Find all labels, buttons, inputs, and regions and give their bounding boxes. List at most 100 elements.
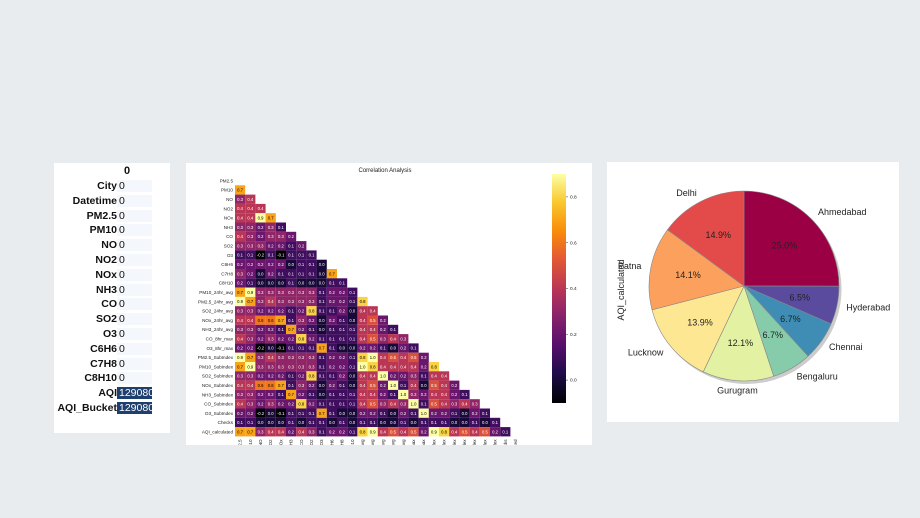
heatmap-cell-label: 0.2 [309, 336, 315, 341]
pie-pct-label: 25.0% [772, 241, 798, 251]
row-value: 0 [117, 224, 152, 237]
heatmap-cell [479, 408, 490, 418]
heatmap-cell-label: 0.3 [298, 383, 304, 388]
heatmap-cell-label: 0.1 [329, 281, 335, 286]
heatmap-y-tick-label: C8H10 [219, 281, 234, 286]
heatmap-cell-label: 0.1 [309, 327, 315, 332]
heatmap-cell-label: 0.0 [451, 420, 457, 425]
heatmap-cell-label: 0.5 [370, 318, 376, 323]
heatmap-cell-label: 0.1 [288, 271, 294, 276]
row-label: Datetime [72, 194, 117, 207]
heatmap-cell [245, 324, 256, 335]
heatmap-cell [296, 389, 307, 400]
heatmap-cell-label: 0.2 [441, 411, 447, 416]
heatmap-cell [357, 408, 368, 418]
heatmap-cell [245, 371, 256, 381]
heatmap-cell [255, 417, 266, 428]
heatmap-cell [296, 278, 307, 288]
heatmap-cell-label: 0.4 [441, 383, 447, 388]
heatmap-cell-label: 0.4 [237, 215, 243, 220]
heatmap-cell [408, 371, 419, 381]
heatmap-cell [337, 278, 348, 288]
heatmap-cell-label: 0.7 [288, 392, 294, 397]
pie-ylabel: AQI_calculated [616, 259, 626, 320]
heatmap-cell-label: 0.3 [268, 290, 274, 295]
heatmap-cell [235, 269, 246, 279]
heatmap-cell-label: 0.4 [370, 392, 376, 397]
heatmap-cell [255, 408, 266, 418]
heatmap-cell-label: 0.1 [278, 392, 284, 397]
heatmap-cell-label: 0.0 [380, 420, 386, 425]
heatmap-cell-label: 0.3 [288, 364, 294, 369]
heatmap-cell [275, 241, 286, 251]
heatmap-cell [357, 306, 368, 316]
heatmap-cell [255, 259, 266, 269]
heatmap-cell-label: 0.1 [431, 420, 437, 425]
heatmap-cell-label: 0.8 [360, 429, 366, 434]
heatmap-cell [398, 408, 409, 418]
heatmap-cell-label: 0.3 [309, 429, 315, 434]
heatmap-cell-label: 0.3 [268, 225, 274, 230]
heatmap-cell [408, 343, 419, 353]
heatmap-cell-label: 0.1 [421, 401, 427, 406]
heatmap-cell-label: 0.4 [431, 374, 437, 379]
heatmap-cell-label: 0.1 [237, 420, 243, 425]
heatmap-cell-label: 0.3 [411, 374, 417, 379]
heatmap-cell-label: 0.3 [268, 401, 274, 406]
heatmap-cell [245, 296, 256, 307]
heatmap-cell-label: 0.7 [329, 271, 335, 276]
pie-slice [667, 190, 745, 287]
heatmap-cell-label: 0.2 [258, 374, 264, 379]
heatmap-cell-label: 0.3 [258, 364, 264, 369]
heatmap-cell-label: 0.2 [258, 308, 264, 313]
heatmap-cell-label: 0.4 [360, 318, 366, 323]
heatmap-cell-label: 0.0 [319, 383, 325, 388]
pie-pct-label: 6.7% [762, 330, 783, 340]
heatmap-cell-label: 0.3 [237, 225, 243, 230]
heatmap-cell-label: 0.2 [400, 411, 406, 416]
heatmap-cell [408, 352, 419, 362]
heatmap-x-tick-label: C7H8 [340, 439, 345, 445]
heatmap-cell [418, 427, 429, 437]
heatmap-cell-label: 0.5 [411, 429, 417, 434]
heatmap-cell-label: 0.9 [247, 290, 253, 295]
heatmap-cell [255, 343, 266, 353]
heatmap-cell [306, 315, 317, 325]
heatmap-cell-label: 0.4 [237, 383, 243, 388]
heatmap-cell-label: 0.7 [247, 355, 253, 360]
row-label: PM10 [89, 224, 117, 237]
row-value: 129080 [117, 387, 155, 400]
heatmap-cell [265, 352, 276, 362]
heatmap-cell-label: 0.4 [390, 336, 396, 341]
heatmap-cell-label: 0.1 [349, 327, 355, 332]
heatmap-cell-label: 0.4 [268, 299, 274, 304]
heatmap-cell-label: 0.8 [370, 364, 376, 369]
heatmap-cell [449, 417, 460, 428]
heatmap-cell-label: 0.0 [319, 271, 325, 276]
heatmap-cell [235, 241, 246, 251]
heatmap-cell [235, 213, 246, 223]
heatmap-cell [377, 427, 388, 437]
heatmap-cell-label: 0.3 [268, 364, 274, 369]
heatmap-cell [377, 334, 388, 344]
heatmap-cell [316, 352, 327, 362]
heatmap-cell [316, 399, 327, 409]
heatmap-cell-label: 0.2 [309, 383, 315, 388]
heatmap-cell-label: 0.0 [258, 281, 264, 286]
colorbar-tick-label: 0.4 [570, 286, 577, 292]
heatmap-cell-label: 0.2 [329, 299, 335, 304]
heatmap-cell [286, 362, 297, 372]
heatmap-y-tick-label: AQI_calculated [202, 429, 234, 434]
heatmap-cell-label: 0.1 [319, 336, 325, 341]
heatmap-cell-label: 0.7 [278, 318, 284, 323]
heatmap-cell [357, 343, 368, 353]
heatmap-cell [408, 427, 419, 437]
heatmap-cell [245, 194, 256, 204]
heatmap-cell-label: 1.0 [380, 374, 386, 379]
heatmap-x-tick-label: PM10_24hr_avg [360, 439, 365, 445]
heatmap-cell [388, 352, 399, 362]
heatmap-cell-label: 1.0 [400, 392, 406, 397]
heatmap-cell [316, 362, 327, 372]
heatmap-cell-label: 0.1 [370, 420, 376, 425]
heatmap-cell-label: 0.2 [329, 318, 335, 323]
